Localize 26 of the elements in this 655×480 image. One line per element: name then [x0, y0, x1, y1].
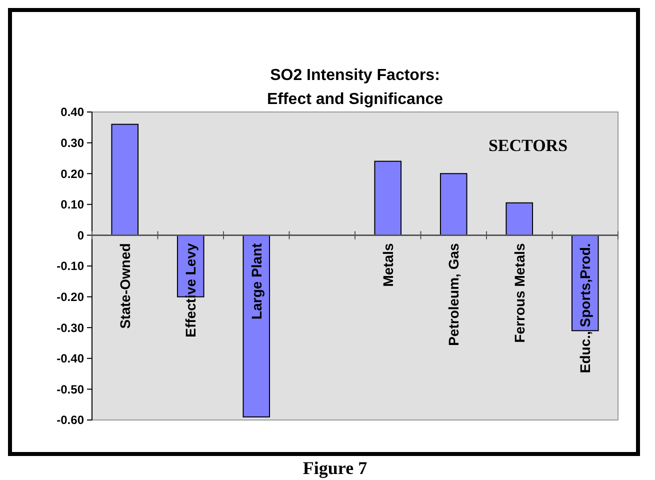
bar [506, 202, 534, 236]
x-tick-label: Metals [380, 242, 396, 287]
bar [440, 173, 468, 236]
y-tick-label: -0.40 [56, 352, 84, 366]
y-tick-label: 0.30 [60, 136, 84, 150]
caption: Figure 7 [302, 458, 368, 478]
y-tick-label: 0 [77, 228, 84, 242]
x-tick-label: Ferrous Metals [511, 242, 528, 343]
y-tick-label: -0.30 [56, 320, 84, 335]
y-tick-label: -0.60 [56, 413, 84, 428]
y-tick-label: -0.10 [56, 259, 84, 274]
x-tick-label: Educ., Sports,Prod. [577, 243, 594, 374]
y-tick-label: 0.10 [60, 198, 84, 212]
y-tick-label: -0.20 [56, 290, 84, 304]
x-tick-label: Effective Levy [182, 243, 199, 338]
annotation: SECTORS [488, 136, 568, 155]
bar [242, 234, 270, 418]
bar [111, 124, 139, 236]
x-tick-label: Petroleum, Gas [446, 242, 462, 346]
y-tick-label: 0.20 [60, 166, 84, 181]
x-tick-label: State-Owned [116, 243, 133, 329]
x-tick-label: Large Plant [248, 242, 264, 320]
bar [374, 160, 402, 236]
y-tick-label: -0.50 [56, 382, 84, 396]
y-tick-label: 0.40 [60, 105, 84, 120]
chart-title: SO2 Intensity Factors: Effect and Significance [266, 67, 444, 108]
